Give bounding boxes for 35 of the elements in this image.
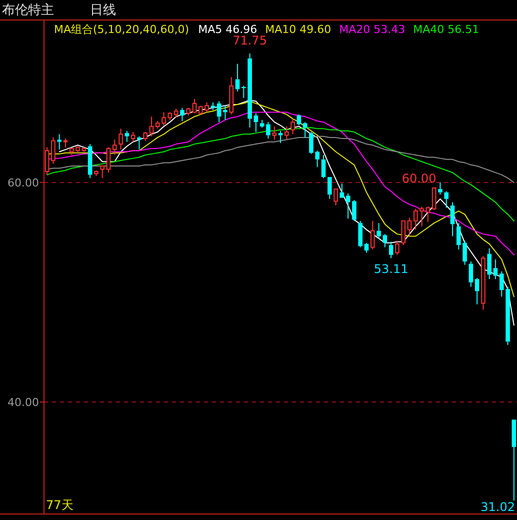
- annotation: 60.00: [402, 171, 436, 186]
- candlestick: [388, 241, 394, 259]
- candlestick: [149, 116, 154, 137]
- annotation: 53.11: [374, 262, 408, 276]
- text: MA10 49.60: [265, 23, 332, 36]
- annotation: 31.02: [480, 500, 515, 514]
- candlestick: [260, 119, 264, 128]
- candlestick: [266, 122, 270, 140]
- candlestick: [407, 217, 412, 237]
- candlestick: [487, 248, 492, 280]
- chart-subtitle: 日线: [90, 3, 116, 18]
- text: MA40 56.51: [413, 23, 480, 36]
- candlestick: [216, 100, 222, 123]
- candlestick: [112, 139, 117, 156]
- chart-title: 布伦特主: [2, 2, 54, 18]
- candlestick: [444, 190, 449, 208]
- text: MA5 46.96: [198, 23, 258, 36]
- candlestick: [321, 154, 326, 179]
- candlestick: [493, 258, 498, 280]
- candlestick: [130, 131, 136, 142]
- candlestick: [296, 114, 302, 126]
- text: MA20 53.43: [339, 23, 406, 36]
- candlestick: [352, 200, 356, 222]
- candlestick: [118, 128, 123, 150]
- candlestick: [302, 122, 308, 138]
- candlestick: [474, 277, 480, 305]
- candlestick: [57, 134, 62, 150]
- annotation: 77天: [46, 498, 74, 512]
- legend-title: MA组合(5,10,20,40,60,0): [54, 23, 190, 36]
- annotation: 71.75: [232, 33, 267, 48]
- y-tick-label: 40.00: [8, 396, 39, 410]
- candlestick: [51, 136, 56, 164]
- candlestick: [137, 136, 142, 150]
- candlestick: [450, 202, 455, 237]
- candlestick: [223, 105, 228, 120]
